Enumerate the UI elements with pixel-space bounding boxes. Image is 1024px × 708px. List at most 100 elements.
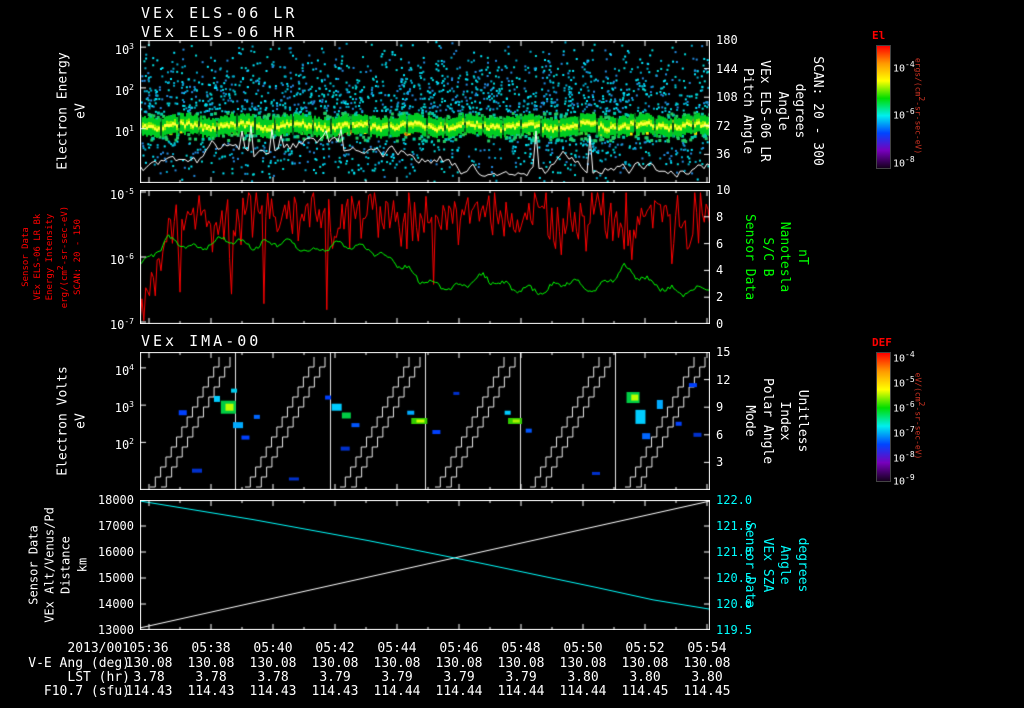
y-tick-ima: 102 [114, 437, 134, 453]
y2-tick-ima: 6 [716, 427, 724, 442]
y2-tick-ima: 15 [716, 345, 731, 359]
time-tick-label: 05:40 [253, 641, 293, 656]
row-value: 114.43 [311, 684, 359, 699]
row-value: 130.08 [559, 656, 607, 671]
row-value: 130.08 [249, 656, 297, 671]
row-value: 130.08 [187, 656, 235, 671]
panel1-right-axis-label-line: Angle [774, 91, 790, 131]
colorbar-tick-El: 10-6 [893, 107, 915, 122]
colorbar-unit-El: ergs/(cm2-sr-sec-eV) [912, 57, 927, 155]
panel3-right-axis-label: Mode Polar Angle Index Unitless [741, 378, 811, 464]
panel4-right-axis-label-line: Angle [777, 545, 793, 585]
row-value: 114.43 [125, 684, 173, 699]
panel3-right-axis-label-line: Polar Angle [760, 377, 775, 465]
panel1-left-axis-label: Electron Energy eV [54, 52, 89, 169]
colorbar-title-DEF: DEF [872, 336, 892, 349]
panel2-right-axis-label-line: Nanotesla [777, 221, 793, 293]
panel4-right-axis-label-line: VEx SZA [760, 537, 775, 593]
panel4-left-axis-label-line: VEx Alt/Venus/Pd [42, 507, 57, 623]
panel4-left-axis-label-line: km [75, 557, 90, 573]
colorbar-title-El: El [872, 29, 886, 42]
colorbar-tick-DEF: 10-9 [893, 472, 915, 488]
row-value: 3.79 [505, 670, 537, 685]
panel2-left-axis-label-line: SCAN: 20 - 150 [72, 219, 83, 295]
row-value: 130.08 [497, 656, 545, 671]
time-tick-label: 05:42 [315, 641, 355, 656]
row-value: 3.78 [257, 670, 289, 685]
row-value: 3.80 [567, 670, 599, 685]
y2-tick-bfield: 8 [716, 209, 724, 224]
row-value: 130.08 [125, 656, 173, 671]
time-tick-label: 05:50 [563, 641, 603, 656]
panel4-left-axis-label-line: Distance [59, 536, 73, 594]
row-value: 3.79 [381, 670, 413, 685]
panel4-right-axis-label: Sensor Data VEx SZA Angle degrees [741, 522, 811, 608]
y2-tick-ima: 9 [716, 400, 724, 415]
panel2-right-axis-label: Sensor Data S/C B Nanotesla nT [741, 214, 811, 300]
y-tick-els: 103 [114, 42, 134, 58]
row-value: 130.08 [435, 656, 483, 671]
colorbar-DEF [876, 352, 891, 482]
panel1-left-axis-label-line: eV [73, 103, 88, 119]
colorbar-tick-El: 10-8 [893, 154, 915, 170]
colorbar-tick-El: 10-4 [893, 59, 915, 75]
panel2-left-axis-label-line: Sensor Data [21, 227, 32, 287]
y-tick-bfield: 10-7 [109, 316, 134, 332]
colorbar-tick-DEF: 10-5 [893, 374, 915, 390]
y2-tick-els: 180 [716, 33, 738, 47]
panel1-right-axis-label: Pitch Angle VEx ELS-06 LR Angle degrees SCAN… [738, 56, 826, 166]
panel2-right-axis-label-line: Sensor Data [742, 213, 758, 301]
panel2-left-axis-label-line: VEx ELS-06 LR Bk [33, 213, 44, 301]
panel4-left-axis-label: Sensor Data VEx Alt/Venus/Pd Distance km [26, 507, 91, 623]
row-value: 3.79 [319, 670, 351, 685]
time-tick-label: 05:52 [625, 641, 665, 656]
y-tick-ephemeris: 18000 [97, 493, 134, 507]
colorbar-unit-El-line: ergs/(cm2-sr-sec-eV) [913, 57, 927, 155]
panel1-right-axis-label-line: Pitch Angle [739, 67, 755, 155]
panel1-right-axis-label-line: degrees [792, 83, 808, 139]
panel3-right-axis-label-line: Mode [742, 405, 758, 437]
y-tick-bfield: 10-5 [109, 187, 134, 202]
panel2-left-axis-label: Sensor Data VEx ELS-06 LR Bk Energy Intens… [20, 206, 84, 308]
y2-tick-ephemeris: 120.5 [716, 571, 753, 585]
panel2-right-axis-label-line: S/C B [760, 237, 775, 277]
y2-tick-bfield: 4 [716, 263, 724, 278]
panel4-right-axis-label-line: Sensor Data [742, 521, 758, 609]
panel3-right-axis-label-line: Index [777, 401, 793, 441]
row-value: 114.44 [559, 684, 607, 699]
y2-tick-els: 144 [716, 61, 738, 76]
panel4-right-axis-label-line: degrees [795, 537, 811, 593]
colorbar-unit-DEF: eV/(cm2-sr-sec-eV) [912, 373, 927, 460]
y-tick-bfield: 10-6 [109, 252, 134, 267]
y2-tick-bfield: 0 [716, 317, 724, 331]
y2-tick-ima: 12 [716, 372, 731, 387]
row-label: V-E Ang (deg) [28, 656, 130, 671]
panel1-right-axis-label-line: SCAN: 20 - 300 [809, 56, 825, 166]
row-value: 114.43 [187, 684, 235, 699]
panel1-right-axis-label-line: VEx ELS-06 LR [757, 60, 773, 162]
row-value: 114.44 [373, 684, 421, 699]
panel1-title-lr: VEx ELS-06 LR [141, 4, 298, 22]
y-tick-ima: 104 [114, 362, 134, 378]
altitude-sza-canvas [140, 500, 710, 630]
row-value: 114.45 [683, 684, 731, 699]
y-tick-ephemeris: 17000 [97, 519, 134, 533]
intensity-bfield-canvas [140, 190, 710, 324]
panel3-right-axis-label-line: Unitless [795, 389, 811, 453]
row-value: 130.08 [683, 656, 731, 671]
y-tick-els: 101 [114, 123, 134, 139]
y2-tick-els: 108 [716, 90, 738, 105]
y2-tick-els: 72 [716, 118, 731, 133]
panel4-left-axis-label-line: Sensor Data [26, 525, 41, 605]
row-value: 3.78 [133, 670, 165, 685]
date-label: 2013/001 [67, 641, 130, 656]
y-tick-ima: 103 [114, 400, 134, 416]
colorbar-tick-DEF: 10-8 [893, 449, 915, 464]
row-label: F10.7 (sfu) [43, 684, 130, 699]
row-value: 114.43 [249, 684, 297, 699]
panel2-left-axis-label-line: erg/(cm2-sr-sec-eV) [56, 205, 71, 309]
colorbar-tick-DEF: 10-6 [893, 399, 915, 415]
row-value: 130.08 [373, 656, 421, 671]
colorbar-tick-DEF: 10-7 [893, 424, 915, 440]
y2-tick-ephemeris: 122.0 [716, 493, 753, 507]
